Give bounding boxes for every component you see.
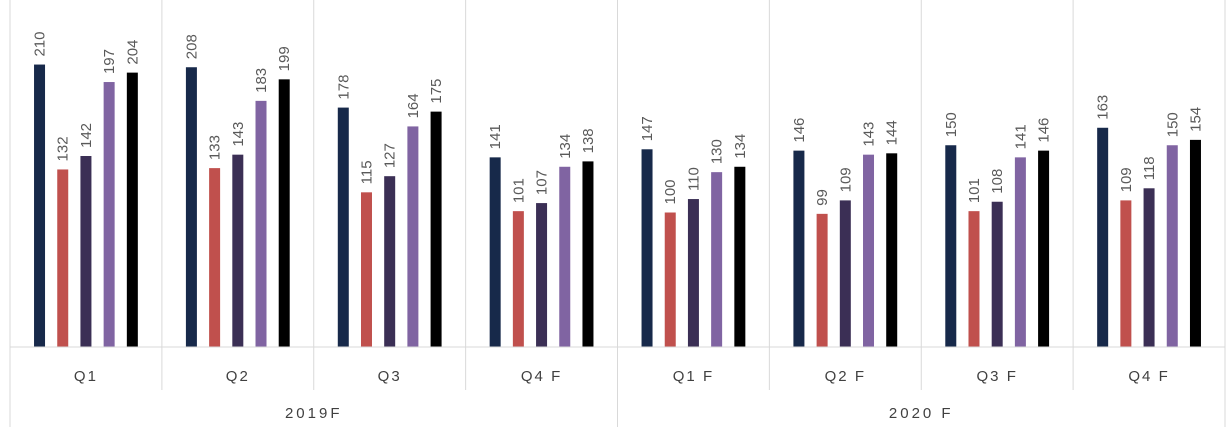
data-label: 154 [1187,107,1204,132]
bar [407,126,419,347]
bar [559,166,571,347]
category-label: Q1 [74,368,98,385]
data-label: 164 [405,93,422,118]
bar [430,111,442,347]
data-label: 150 [1164,112,1181,137]
bar [886,153,898,347]
data-label: 163 [1095,95,1112,120]
bar [1120,200,1132,347]
bar [816,213,828,347]
bar [968,211,980,347]
category-label: Q4 F [1128,368,1169,385]
bar [664,212,676,347]
bar [991,201,1003,347]
data-label: 210 [32,32,49,57]
value-labels-layer: 210 132 142 197 204 208 133 143 183 199 178 115 127 1… [32,32,1205,206]
bar [185,67,197,348]
bar [839,200,851,347]
data-label: 133 [207,135,224,160]
data-label: 101 [966,178,983,203]
group-label: 2020 F [889,405,954,422]
data-label: 147 [639,116,656,141]
category-label: Q4 F [521,368,562,385]
data-label: 100 [662,179,679,204]
bar [734,166,746,347]
bar [863,154,875,347]
data-label: 199 [276,46,293,71]
bar [793,150,805,347]
data-label: 134 [557,134,574,159]
bar [1014,157,1026,347]
category-label: Q3 F [977,368,1018,385]
bar [711,172,723,347]
group-label: 2019F [285,405,343,422]
bar [126,72,138,348]
category-label: Q2 F [825,368,866,385]
data-label: 108 [989,169,1006,194]
data-label: 110 [685,167,702,191]
bar [360,192,372,347]
data-label: 144 [884,120,901,145]
bar [1038,150,1050,347]
data-label: 127 [382,143,399,168]
data-label: 208 [183,34,200,59]
data-label: 146 [791,118,808,143]
bar [278,79,290,347]
bars-layer [34,64,1201,348]
bar [536,203,548,347]
bar [34,64,46,348]
category-label: Q3 [378,368,402,385]
bar [512,211,524,347]
bar [687,199,699,347]
data-label: 143 [230,122,247,147]
data-label: 141 [487,124,504,149]
data-label: 134 [732,134,749,159]
data-label: 183 [253,68,270,93]
bar [1189,139,1201,347]
bar [945,145,957,347]
bar [641,149,653,347]
bar [384,176,396,347]
data-label: 109 [837,167,854,192]
data-label: 118 [1141,156,1158,180]
data-label: 143 [861,122,878,147]
bar [209,168,221,347]
data-label: 109 [1118,167,1135,192]
bar [1143,188,1155,347]
bar [57,169,69,347]
data-label: 178 [335,75,352,100]
bar [489,157,501,347]
data-label: 142 [78,123,95,148]
data-label: 150 [943,112,960,137]
data-label: 115 [358,160,375,184]
data-label: 99 [814,189,831,206]
category-label: Q2 [226,368,250,385]
category-dividers [9,0,1226,427]
bar [232,154,244,347]
bar [1097,127,1109,347]
data-label: 101 [510,178,527,203]
data-label: 204 [124,40,141,65]
bar [1166,145,1178,347]
data-label: 175 [428,79,445,104]
data-label: 130 [709,139,726,164]
bar [582,161,594,347]
data-label: 107 [534,170,551,195]
data-label: 138 [580,128,597,153]
data-label: 197 [101,49,118,74]
data-label: 141 [1012,124,1029,149]
data-label: 146 [1036,118,1053,143]
bar [255,100,267,348]
bar [80,156,92,347]
bar [103,82,115,347]
data-label: 132 [55,136,72,161]
category-labels-layer: Q1 Q2 Q3 Q4 F Q1 F Q2 F Q3 F Q4 F [74,368,1169,385]
category-label: Q1 F [673,368,714,385]
bar [337,107,349,347]
group-labels-layer: 2019F 2020 F [285,405,954,422]
